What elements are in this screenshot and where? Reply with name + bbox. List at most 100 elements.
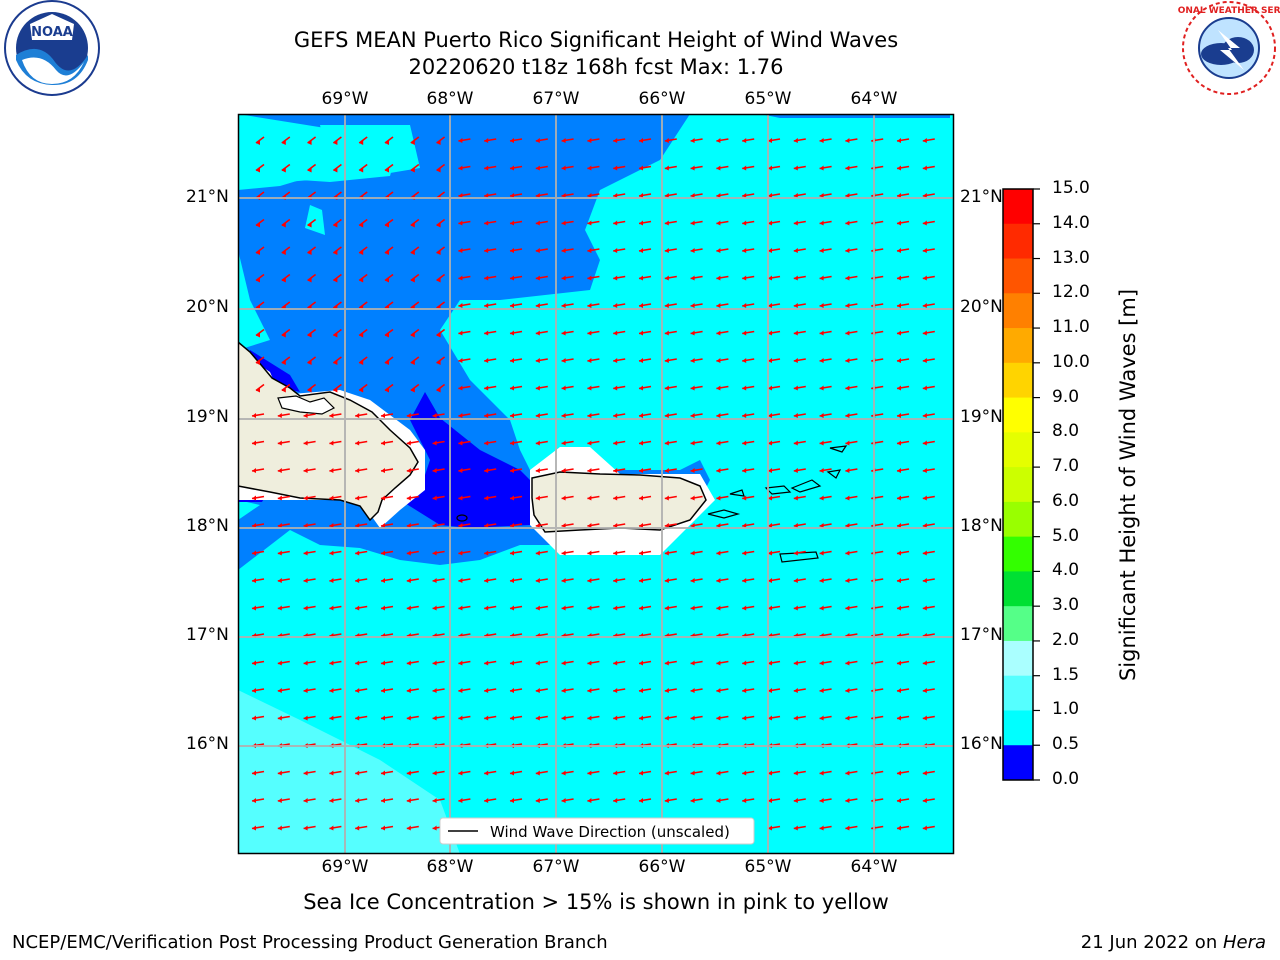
wave-direction-arrowhead [458, 303, 463, 308]
wave-direction-arrowhead [664, 715, 669, 721]
wave-direction-arrowhead [639, 385, 643, 391]
wave-direction-arrowhead [436, 277, 441, 283]
wave-direction-arrowhead [664, 248, 669, 253]
puerto-rico-land [531, 471, 707, 533]
colorbar-tick-label: 8.0 [1052, 421, 1080, 442]
wave-direction-arrowhead [716, 303, 721, 308]
colorbar-segment [1003, 501, 1033, 538]
wave-direction-arrowhead [897, 275, 901, 281]
wave-direction-arrowhead [281, 140, 286, 145]
wave-direction-arrowhead [922, 248, 927, 253]
wave-direction-arrowhead [922, 578, 927, 583]
map-title: GEFS MEAN Puerto Rico Significant Height… [293, 28, 899, 52]
lat-label-left: 20°N [186, 297, 229, 317]
wave-direction-arrowhead [793, 715, 798, 721]
wave-direction-arrowhead [561, 495, 566, 501]
wave-direction-arrowhead [252, 578, 256, 583]
wave-direction-arrowhead [277, 688, 282, 693]
wave-direction-arrowhead [768, 330, 772, 336]
wave-direction-arrowhead [819, 715, 824, 721]
national-weather-service-logo-icon: NATIONAL WEATHER SERVICE [1178, 1, 1280, 95]
wave-direction-arrowhead [484, 165, 489, 171]
wave-direction-arrowhead [535, 770, 540, 776]
wave-direction-arrowhead [690, 385, 695, 391]
wave-direction-arrowhead [716, 248, 721, 253]
colorbar-tick-label: 0.0 [1052, 769, 1080, 789]
wave-direction-arrowhead [458, 605, 463, 611]
wave-direction-arrowhead [845, 385, 850, 391]
wave-direction-arrowhead [716, 275, 721, 281]
wave-direction-arrowhead [510, 688, 514, 693]
wave-direction-arrowhead [385, 360, 389, 365]
wave-direction-arrowhead [436, 222, 441, 228]
wave-direction-arrowhead [845, 413, 850, 418]
graticule [238, 114, 954, 854]
wave-direction-arrowhead [742, 688, 747, 693]
wave-direction-arrowhead [664, 385, 669, 391]
colorbar-segment [1003, 536, 1033, 572]
wave-direction-arrowhead [277, 468, 282, 473]
wave-direction-arrowhead [716, 550, 721, 556]
wave-direction-arrowhead [458, 550, 463, 556]
wave-direction-arrowhead [510, 303, 514, 308]
wave-direction-arrowhead [716, 220, 721, 226]
wave-direction-arrowhead [458, 440, 463, 446]
wave-direction-arrowhead [484, 715, 489, 721]
colorbar-segment [1003, 606, 1033, 642]
wave-direction-arrowhead [819, 385, 824, 391]
colorbar-segment [1003, 745, 1033, 781]
wave-direction-arrowhead [664, 275, 669, 281]
wave-direction-arrowhead [897, 413, 901, 418]
wave-direction-arrowhead [716, 468, 721, 473]
wave-direction-arrowhead [819, 193, 824, 198]
wave-direction-arrowhead [613, 248, 618, 253]
wave-direction-arrowhead [381, 825, 385, 831]
wave-direction-arrowhead [252, 523, 256, 528]
wave-direction-arrowhead [690, 468, 695, 473]
wave-direction-arrowhead [845, 715, 850, 721]
wave-direction-arrowhead [819, 220, 824, 226]
colorbar-segment [1003, 397, 1033, 433]
wave-direction-arrowhead [613, 578, 618, 583]
wave-direction-arrowhead [406, 605, 411, 611]
wave-direction-arrowhead [432, 550, 437, 556]
wave-direction-arrowhead [535, 385, 540, 391]
wave-direction-arrowhead [922, 413, 927, 418]
wave-direction-arrowhead [406, 798, 411, 803]
wave-direction-arrowhead [716, 798, 721, 803]
wave-direction-arrowhead [742, 193, 747, 198]
wave-direction-arrowhead [535, 413, 540, 418]
wave-direction-arrowhead [329, 468, 334, 473]
wave-direction-arrowhead [406, 660, 411, 666]
wave-direction-arrowhead [742, 770, 747, 776]
wave-direction-arrowhead [639, 660, 643, 666]
wave-direction-arrowhead [484, 138, 489, 143]
lon-label-top: 66°W [638, 89, 686, 109]
wave-direction-arrowhead [922, 715, 927, 721]
wave-direction-arrowhead [355, 715, 360, 721]
wave-direction-arrowhead [690, 523, 695, 528]
wave-direction-arrowhead [587, 165, 592, 171]
wave-direction-arrowhead [716, 193, 721, 198]
wave-direction-arrowhead [742, 138, 747, 143]
wave-direction-arrowhead [742, 523, 747, 528]
colorbar-tick-label: 10.0 [1052, 351, 1090, 372]
wave-direction-arrowhead [432, 825, 437, 831]
wave-direction-arrowhead [690, 413, 695, 418]
wave-direction-arrowhead [484, 248, 489, 253]
wave-direction-arrowhead [613, 523, 618, 528]
wave-direction-arrowhead [359, 222, 364, 228]
wave-direction-arrowhead [845, 220, 850, 226]
lon-label-top: 69°W [321, 89, 369, 109]
wave-direction-arrowhead [561, 275, 566, 281]
wave-direction-arrowhead [690, 440, 695, 446]
wave-direction-arrowhead [819, 330, 824, 336]
wave-direction-arrowhead [385, 222, 389, 228]
wave-direction-arrowhead [510, 385, 514, 391]
wave-direction-arrowhead [819, 550, 824, 556]
wave-direction-arrowhead [897, 138, 901, 143]
wave-direction-arrowhead [333, 360, 338, 365]
wave-direction-arrowhead [484, 578, 489, 583]
wave-direction-arrowhead [277, 605, 282, 611]
wave-direction-arrowhead [256, 222, 260, 228]
